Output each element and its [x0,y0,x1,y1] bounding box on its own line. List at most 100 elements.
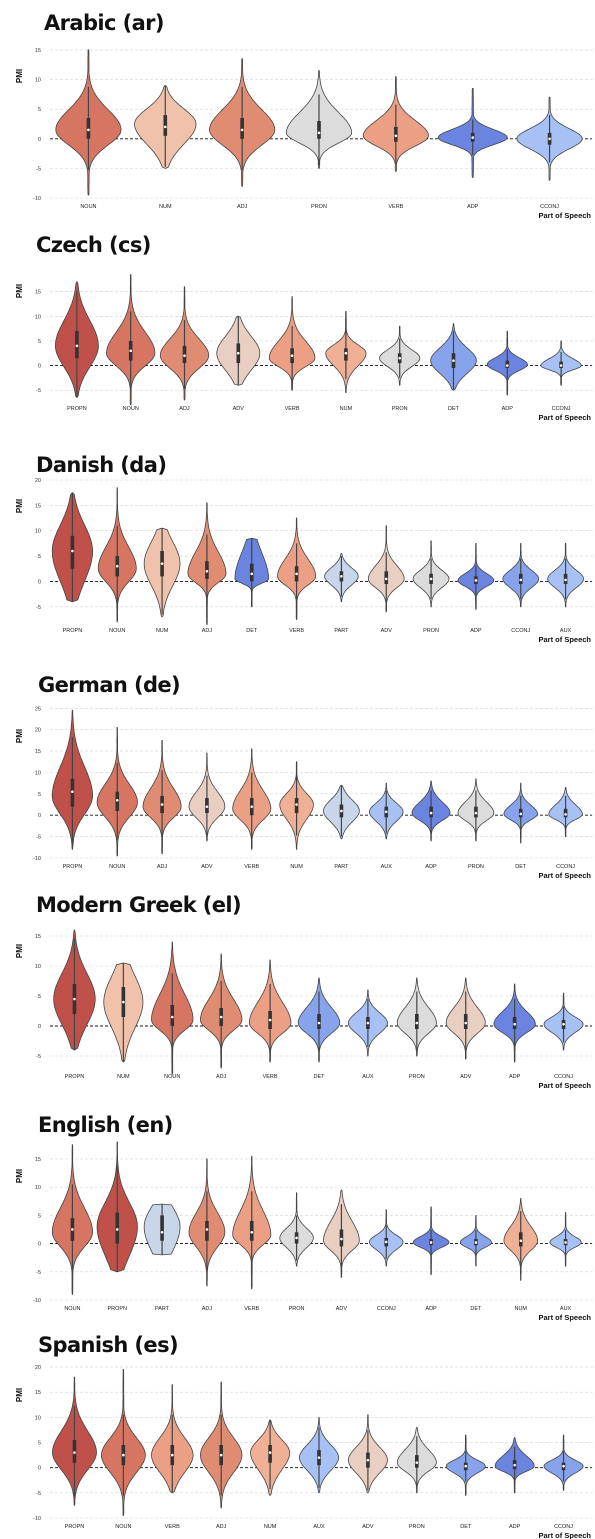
violin-noun [151,941,194,1075]
x-tick-label: PART [334,864,349,870]
violin-num [325,311,367,393]
chart-title: German (de) [38,673,180,697]
median-dot [513,1463,516,1467]
violin-adp [493,983,536,1063]
median-dot [163,125,167,129]
y-tick-label: 10 [35,1185,41,1191]
violin-verb [248,959,292,1063]
median-dot [122,1453,125,1457]
violin-num [134,85,197,169]
x-tick-label: ADP [467,204,479,210]
median-dot [394,134,398,138]
median-dot [384,577,388,581]
median-dot [219,1453,223,1457]
y-tick-label: 20 [35,728,41,734]
y-axis-label: PMI [15,284,24,298]
violin-pron [396,977,437,1057]
x-tick-label: ADJ [179,406,190,412]
x-tick-label: PROPN [65,1524,85,1530]
violin-part [323,784,360,840]
y-tick-label: 10 [35,964,41,970]
y-tick-label: 0 [38,1466,41,1472]
x-tick-label: ADV [233,406,245,412]
iqr-box [170,1005,175,1026]
x-tick-label: PRON [423,628,439,634]
violin-aux [347,989,388,1057]
violin-panel-4: Modern Greek (el) PMI -5 0 5 10 15 PROPN NUM NOUN… [15,893,595,1090]
y-axis-label: PMI [15,499,24,513]
violin-num [143,527,181,618]
violin-adp [494,1437,535,1494]
x-tick-label: CCONJ [556,864,575,870]
x-tick-label: DET [314,1074,326,1080]
median-dot [564,813,567,816]
median-dot [564,578,567,582]
x-tick-label: ADV [201,864,213,870]
chart-title: Arabic (ar) [44,11,164,35]
median-dot [122,1000,125,1004]
median-dot [429,1241,433,1244]
x-tick-label: CCONJ [511,628,530,634]
violin-noun [97,487,137,623]
x-tick-label: NUM [156,628,169,634]
iqr-box [240,118,244,139]
violin-verb [151,1384,194,1494]
violin-adj [199,1381,243,1509]
iqr-box [205,1221,209,1241]
violin-pron [412,540,450,608]
median-dot [219,1015,223,1019]
y-axis-label: PMI [15,1169,24,1183]
violin-det [503,782,539,844]
violin-panel-5: English (en) PMI -10 -5 0 5 10 15 NOUN PROPN PART A… [15,1113,595,1322]
x-tick-label: CCONJ [377,1306,396,1312]
x-tick-label: AUX [381,864,393,870]
violin-num [103,962,144,1063]
y-tick-label: 5 [38,107,41,113]
violin-propn [55,281,99,398]
iqr-box [317,121,321,139]
y-tick-label: -5 [36,1491,41,1497]
y-tick-label: -5 [36,1270,41,1276]
violin-adp [457,543,495,610]
y-tick-label: 0 [38,813,41,819]
iqr-box [317,1014,321,1029]
y-tick-label: 15 [35,1157,41,1163]
y-axis-label: PMI [15,729,24,743]
x-tick-label: CCONJ [554,1524,573,1530]
violin-cconj [543,992,584,1051]
y-tick-label: 0 [38,1242,41,1248]
x-tick-label: DET [470,1306,482,1312]
median-dot [115,564,119,568]
median-dot [474,579,478,582]
violin-adp [411,780,451,842]
x-tick-label: ADV [336,1306,348,1312]
median-dot [415,1461,419,1464]
median-dot [295,572,298,576]
x-axis-label: Part of Speech [538,211,591,220]
x-tick-label: ADP [509,1074,521,1080]
violin-panel-1: Czech (cs) PMI -5 0 5 10 15 PROPN NOUN ADJ ADV VERB… [15,233,595,422]
median-dot [384,810,388,814]
iqr-box [518,1232,523,1247]
violin-verb [362,76,429,172]
median-dot [317,1456,321,1459]
y-tick-label: 5 [38,994,41,1000]
violin-propn [52,1376,97,1506]
median-dot [340,809,343,813]
x-tick-label: PROPN [107,1306,127,1312]
y-tick-label: 15 [35,934,41,940]
y-tick-label: -5 [36,166,41,172]
x-tick-label: ADV [460,1074,472,1080]
median-dot [519,812,523,816]
x-tick-label: PROPN [67,406,87,412]
chart-title: Modern Greek (el) [36,893,241,917]
violin-cconj [540,340,582,386]
median-dot [250,1230,254,1234]
median-dot [170,1015,174,1019]
iqr-box [249,1221,254,1241]
violin-propn [51,710,94,850]
x-tick-label: ADJ [216,1074,227,1080]
median-dot [384,1240,388,1244]
median-dot [464,1464,468,1468]
x-tick-label: VERB [244,864,259,870]
